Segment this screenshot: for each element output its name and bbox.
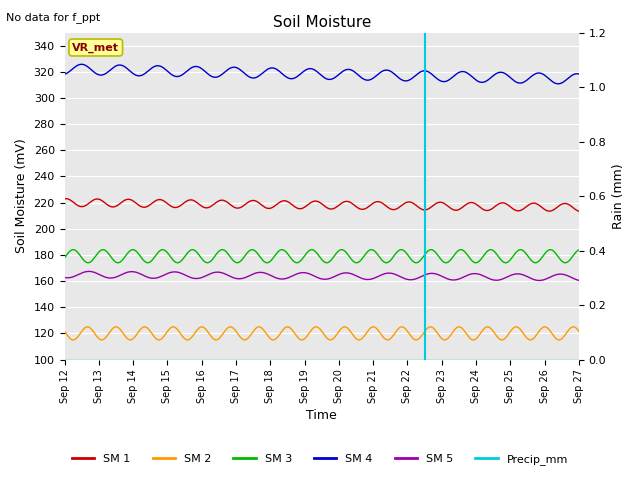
Y-axis label: Rain (mm): Rain (mm) <box>612 163 625 229</box>
X-axis label: Time: Time <box>307 409 337 422</box>
Text: VR_met: VR_met <box>72 42 119 53</box>
Text: No data for f_ppt: No data for f_ppt <box>6 12 100 23</box>
Y-axis label: Soil Moisture (mV): Soil Moisture (mV) <box>15 139 28 253</box>
Title: Soil Moisture: Soil Moisture <box>273 15 371 30</box>
Legend: SM 1, SM 2, SM 3, SM 4, SM 5, Precip_mm: SM 1, SM 2, SM 3, SM 4, SM 5, Precip_mm <box>68 450 572 469</box>
